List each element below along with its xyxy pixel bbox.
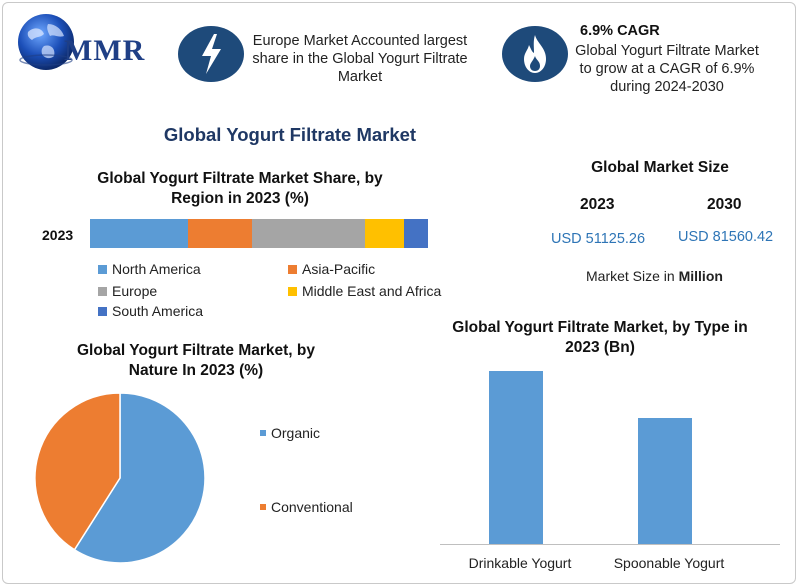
- flame-badge: [502, 26, 568, 82]
- region-year-label: 2023: [42, 227, 74, 243]
- region-stacked-bar: [90, 219, 428, 248]
- segment-south-america: [404, 219, 428, 248]
- legend-swatch: [288, 286, 297, 296]
- market-size-title: Global Market Size: [591, 159, 729, 176]
- header-europe-text: Europe Market Accounted largest share in…: [252, 33, 468, 85]
- market-value-2030: USD 81560.42: [678, 229, 774, 245]
- segment-north-america: [90, 219, 189, 248]
- type-bar-chart: [440, 360, 780, 545]
- cagr-title: 6.9% CAGR: [580, 23, 660, 39]
- pie-slice-organic: [73, 392, 206, 564]
- legend-swatch: [98, 264, 107, 274]
- legend-swatch: [98, 306, 107, 316]
- x-axis-line: [440, 544, 780, 545]
- legend-north-america: North America: [98, 261, 201, 277]
- legend-label: Europe: [112, 283, 158, 299]
- market-size-note-unit: Million: [678, 268, 723, 284]
- type-category-spoonable: Spoonable Yogurt: [613, 555, 725, 571]
- legend-swatch: [260, 430, 266, 436]
- market-size-note: Market Size in Million: [586, 268, 723, 284]
- lightning-badge: [178, 26, 244, 82]
- brand-logo-text: MMR: [64, 34, 146, 67]
- legend-label: Middle East and Africa: [302, 283, 442, 299]
- legend-asia-pacific: Asia-Pacific: [288, 261, 375, 277]
- bar-spoonable-yogurt: [638, 417, 692, 545]
- region-chart-title: Global Yogurt Filtrate Market Share, by …: [97, 170, 383, 207]
- type-chart-title: Global Yogurt Filtrate Market, by Type i…: [452, 319, 748, 356]
- type-category-drinkable: Drinkable Yogurt: [468, 555, 572, 571]
- lightning-icon: [202, 34, 221, 74]
- nature-chart-title: Global Yogurt Filtrate Market, by Nature…: [77, 342, 315, 379]
- legend-label: Conventional: [271, 499, 353, 515]
- header-cagr-text: Global Yogurt Filtrate Market to grow at…: [575, 43, 759, 95]
- market-year-2023: 2023: [580, 196, 615, 213]
- legend-swatch: [288, 264, 297, 274]
- legend-label: South America: [112, 303, 204, 319]
- legend-south-america: South America: [98, 303, 203, 319]
- main-title: Global Yogurt Filtrate Market: [163, 124, 417, 145]
- market-year-2030: 2030: [707, 196, 742, 213]
- segment-asia-pacific: [188, 219, 253, 248]
- legend-swatch: [260, 504, 266, 510]
- flame-icon: [524, 35, 546, 73]
- pie-slice-conventional: [34, 392, 121, 551]
- bar-drinkable-yogurt: [489, 371, 543, 545]
- market-value-2023: USD 51125.26: [551, 231, 646, 247]
- legend-label: Organic: [271, 425, 321, 441]
- market-size-note-prefix: Market Size in: [586, 268, 679, 284]
- globe-logo-icon: [18, 14, 74, 70]
- segment-europe: [252, 219, 366, 248]
- segment-middle-east-africa: [365, 219, 405, 248]
- legend-organic: Organic: [260, 425, 320, 441]
- legend-label: Asia-Pacific: [302, 261, 376, 277]
- legend-label: North America: [112, 261, 201, 277]
- legend-europe: Europe: [98, 283, 157, 299]
- legend-conventional: Conventional: [260, 499, 353, 515]
- legend-middle-east-africa: Middle East and Africa: [288, 283, 441, 299]
- nature-pie-chart: [34, 392, 206, 564]
- legend-swatch: [98, 286, 107, 296]
